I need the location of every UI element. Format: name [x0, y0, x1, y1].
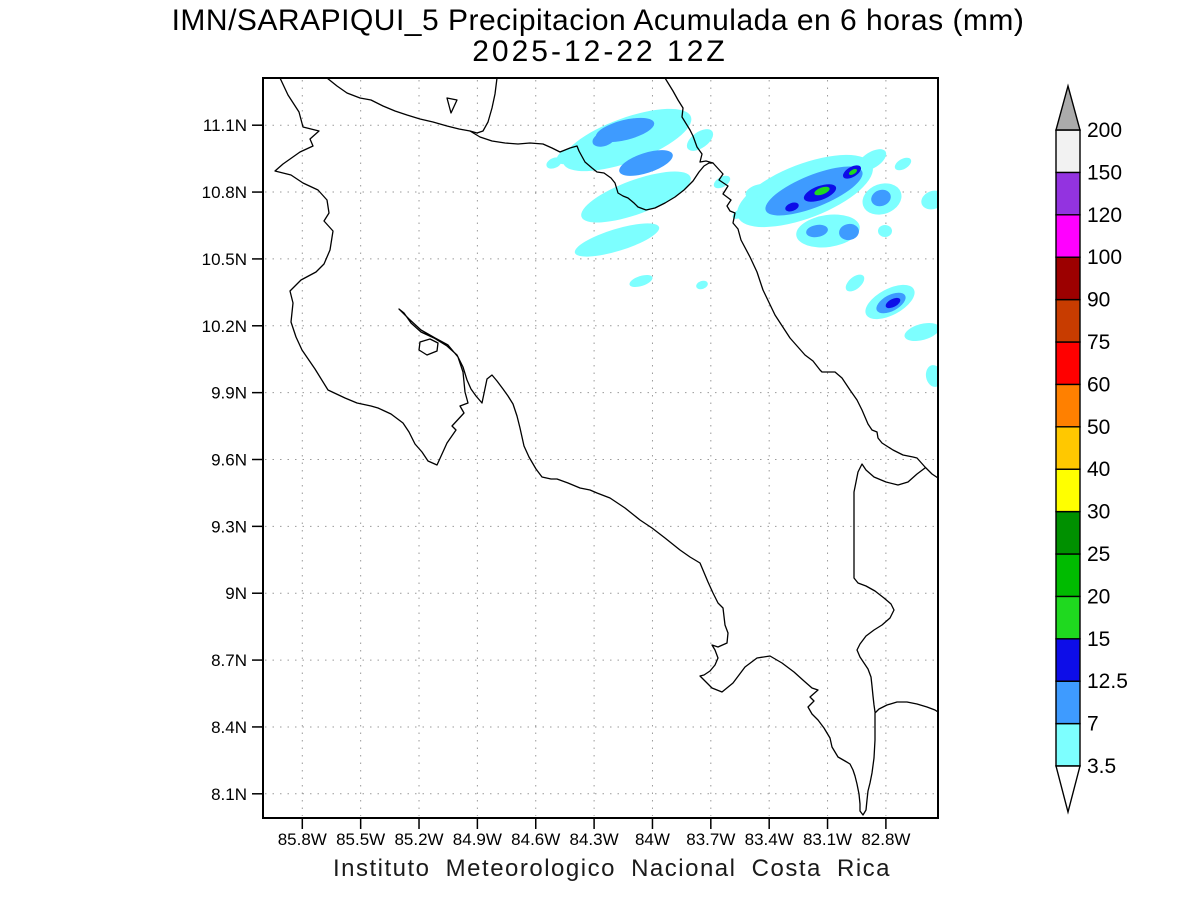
lat-tick-label: 9.3N [211, 517, 247, 536]
precip-cell-7mm [806, 224, 828, 238]
colorbar-label: 200 [1087, 119, 1122, 142]
chart-valid-time: 2025-12-22 12Z [472, 35, 728, 68]
colorbar-cell [1055, 129, 1081, 174]
colorbar-cell [1055, 510, 1081, 555]
colorbar-label: 30 [1087, 501, 1110, 524]
island-lake-icon [446, 97, 458, 114]
precipitation-shading [546, 108, 938, 387]
precip-cell-3.5mm [546, 157, 562, 169]
colorbar-label: 7 [1087, 713, 1099, 736]
lon-tick-label: 83.1W [803, 830, 852, 849]
precip-cell-3.5mm [562, 108, 692, 172]
border-panama [853, 463, 926, 713]
colorbar-cell [1055, 595, 1081, 640]
precip-cell-3.5mm [686, 129, 714, 151]
lat-tick-label: 10.5N [202, 250, 247, 269]
border-san-juan-river [469, 130, 714, 211]
colorbar-legend: 3.5 7 12.5 15 20 25 30 40 50 60 75 90 100 120 150 200 [1055, 83, 1128, 815]
map-frame [262, 77, 939, 819]
precip-cell-12.5mm [785, 202, 799, 212]
colorbar-cell [1055, 553, 1081, 598]
colorbar-cell [1055, 256, 1081, 301]
lat-tick-label: 11.1N [203, 116, 247, 135]
colorbar-over-arrow [1055, 83, 1081, 131]
lat-tick-label: 9.9N [211, 384, 247, 403]
precip-cell-7mm [871, 189, 891, 207]
island-chira-icon [418, 338, 439, 356]
coastline-caribbean [664, 78, 938, 479]
precip-cell-3.5mm [904, 322, 938, 342]
precip-cell-12.5mm [885, 297, 901, 309]
colorbar-under-arrow [1055, 765, 1081, 815]
lon-tick-label: 83.4W [745, 830, 794, 849]
precip-cell-3.5mm [629, 274, 653, 288]
precip-cell-3.5mm [574, 223, 660, 257]
footer-attribution: Instituto Meteorologico Nacional Costa R… [333, 855, 891, 882]
colorbar-label: 90 [1087, 289, 1110, 312]
colorbar-label: 3.5 [1087, 755, 1116, 778]
colorbar-cell [1055, 722, 1081, 767]
lat-tick-label: 9N [225, 584, 247, 603]
colorbar-label: 40 [1087, 458, 1110, 481]
lat-tick-label: 8.1N [211, 785, 247, 804]
precip-cell-3.5mm [696, 280, 708, 290]
lon-tick-label: 84W [635, 830, 670, 849]
precip-cell-3.5mm [894, 157, 912, 171]
colorbar-label: 25 [1087, 543, 1110, 566]
colorbar-cell [1055, 468, 1081, 513]
precip-cell-3.5mm [921, 190, 938, 210]
colorbar-cell [1055, 638, 1081, 682]
basemap [274, 78, 938, 816]
lake-nicaragua-shore [326, 78, 498, 134]
colorbar-label: 75 [1087, 331, 1110, 354]
colorbar-cell [1055, 341, 1081, 386]
lon-tick-label: 84.6W [511, 830, 560, 849]
colorbar-label: 20 [1087, 585, 1110, 608]
chart-title: IMN/SARAPIQUI_5 Precipitacion Acumulada … [172, 4, 1025, 37]
precip-cell-7mm [619, 150, 673, 176]
precip-cell-3.5mm [745, 184, 769, 198]
precip-cell-15mm [848, 169, 858, 175]
precip-cell-7mm [592, 131, 616, 147]
colorbar-cell [1055, 214, 1081, 258]
lat-tick-label: 9.6N [211, 451, 247, 470]
precip-cell-3.5mm [556, 147, 580, 165]
colorbar-label: 150 [1087, 161, 1122, 184]
lon-tick-label: 82.8W [861, 830, 910, 849]
precip-cell-7mm [839, 223, 859, 241]
colorbar-cell [1055, 383, 1081, 428]
precip-cell-3.5mm [857, 149, 887, 171]
colorbar-label: 60 [1087, 373, 1110, 396]
colorbar-cell [1055, 680, 1081, 725]
lon-tick-label: 84.3W [570, 830, 619, 849]
precip-cell-15mm [814, 186, 830, 196]
lon-tick-label: 85.8W [278, 830, 327, 849]
precip-cell-3.5mm [878, 225, 892, 237]
lon-tick-label: 85.2W [394, 830, 443, 849]
lat-tick-label: 8.7N [211, 651, 247, 670]
lon-tick-label: 84.9W [453, 830, 502, 849]
axis-ticks-and-labels: 85.8W 85.5W 85.2W 84.9W 84.6W 84.3W 84W 83.7W 83… [202, 116, 911, 849]
precip-cell-3.5mm [925, 365, 938, 387]
colorbar-cell [1055, 298, 1081, 343]
colorbar-label: 120 [1087, 204, 1122, 227]
colorbar-cell [1055, 426, 1081, 470]
lon-tick-label: 83.7W [686, 830, 735, 849]
precip-cell-3.5mm [796, 214, 860, 248]
colorbar-label: 100 [1087, 246, 1122, 269]
colorbar-label: 12.5 [1087, 670, 1128, 693]
lat-tick-label: 10.8N [202, 183, 247, 202]
precip-cell-3.5mm [581, 171, 691, 223]
colorbar-label: 15 [1087, 628, 1110, 651]
colorbar-cell [1055, 171, 1081, 216]
lat-tick-label: 8.4N [211, 718, 247, 737]
colorbar-label: 50 [1087, 416, 1110, 439]
lon-tick-label: 85.5W [336, 830, 385, 849]
lat-tick-label: 10.2N [202, 317, 247, 336]
precip-cell-3.5mm [845, 274, 865, 292]
coastline-pacific [274, 78, 938, 816]
